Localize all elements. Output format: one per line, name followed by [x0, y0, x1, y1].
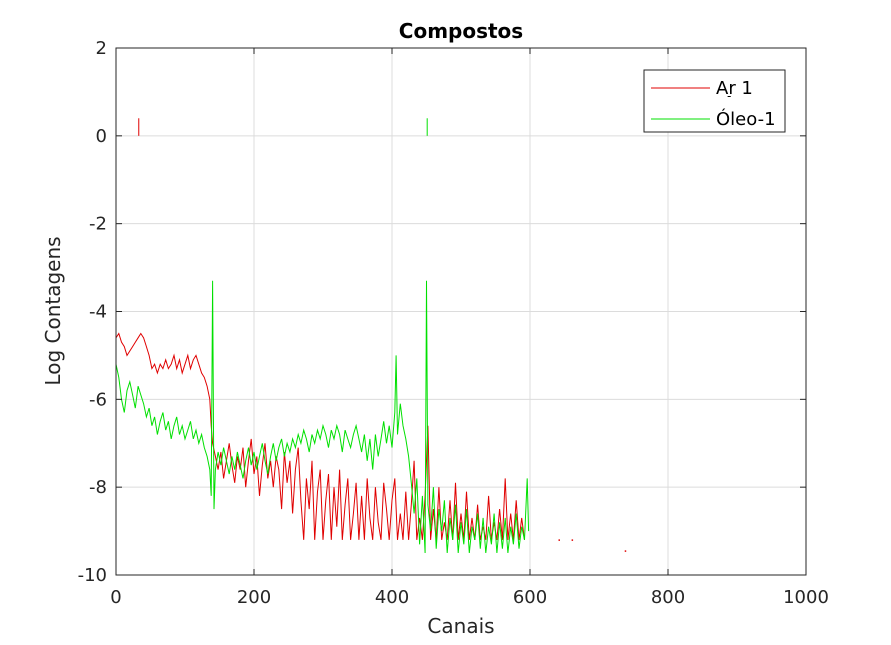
x-tick-label: 600 — [513, 587, 547, 608]
series-dot — [571, 539, 574, 541]
x-tick-label: 200 — [237, 587, 271, 608]
y-tick-label: 2 — [96, 38, 107, 59]
legend: Ar 1 - Óleo-1 — [643, 69, 786, 133]
series-dot — [624, 550, 627, 552]
x-axis-label: Canais — [427, 614, 494, 638]
legend-ar-1-subscript: - — [727, 89, 731, 103]
legend-entry-ar-1: Ar 1 — [716, 78, 753, 99]
legend-box — [643, 69, 786, 133]
series-dot — [558, 539, 560, 541]
series-line-0 — [115, 332, 525, 541]
y-tick-label: -2 — [89, 214, 107, 235]
series-layer — [115, 118, 627, 554]
x-tick-label: 0 — [110, 587, 121, 608]
y-axis-label: Log Contagens — [41, 236, 65, 385]
x-tick-label: 800 — [651, 587, 685, 608]
y-tick-label: -8 — [89, 477, 107, 498]
x-tick-label: 1000 — [783, 587, 829, 608]
x-tick-label: 400 — [375, 587, 409, 608]
legend-entry-oleo-1: Óleo-1 — [716, 108, 776, 130]
chart-title: Compostos — [399, 19, 523, 43]
y-tick-label: -6 — [89, 389, 107, 410]
x-axis: 0 200 400 600 800 1000 — [110, 48, 829, 608]
y-axis: 2 0 -2 -4 -6 -8 -10 — [78, 38, 806, 586]
legend-ar-1-main: Ar 1 — [716, 78, 753, 99]
y-tick-label: 0 — [96, 126, 107, 147]
y-tick-label: -10 — [78, 565, 107, 586]
series-line-1 — [115, 280, 530, 554]
y-tick-label: -4 — [89, 302, 107, 323]
